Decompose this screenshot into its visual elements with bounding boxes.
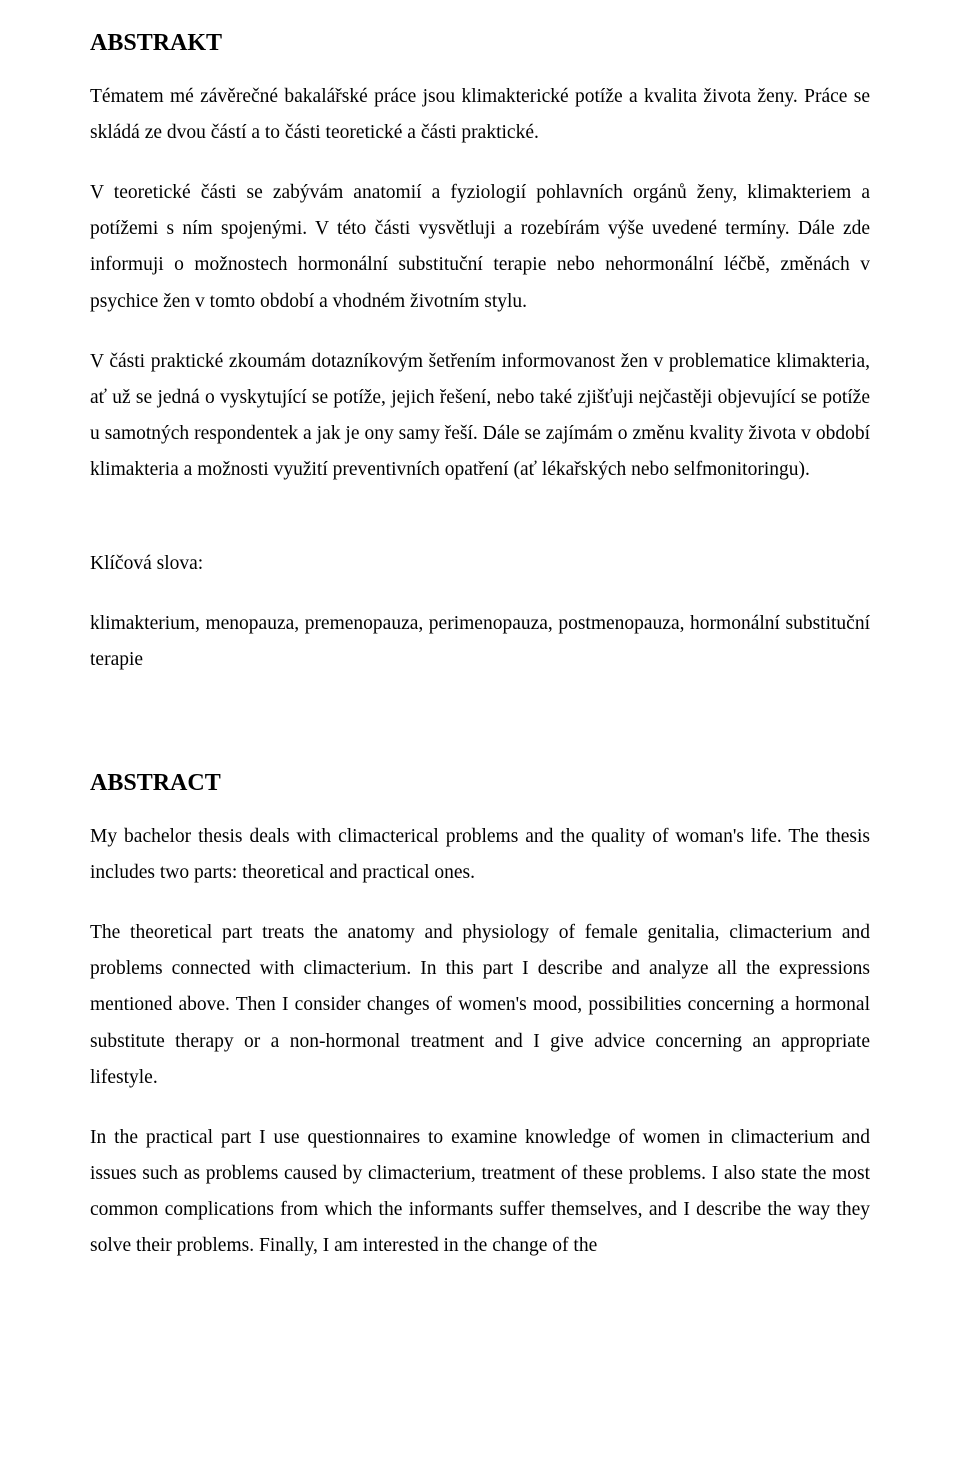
abstract-paragraph-3: In the practical part I use questionnair… (90, 1120, 870, 1264)
keywords-text-cz: klimakterium, menopauza, premenopauza, p… (90, 606, 870, 678)
keywords-label-cz: Klíčová slova: (90, 546, 870, 582)
abstract-heading-en: ABSTRACT (90, 768, 870, 799)
abstrakt-paragraph-3: V části praktické zkoumám dotazníkovým š… (90, 344, 870, 488)
abstract-paragraph-2: The theoretical part treats the anatomy … (90, 915, 870, 1095)
abstrakt-heading-cz: ABSTRAKT (90, 28, 870, 59)
abstract-paragraph-1: My bachelor thesis deals with climacteri… (90, 819, 870, 891)
abstrakt-paragraph-2: V teoretické části se zabývám anatomií a… (90, 175, 870, 319)
abstrakt-paragraph-1: Tématem mé závěrečné bakalářské práce js… (90, 79, 870, 151)
